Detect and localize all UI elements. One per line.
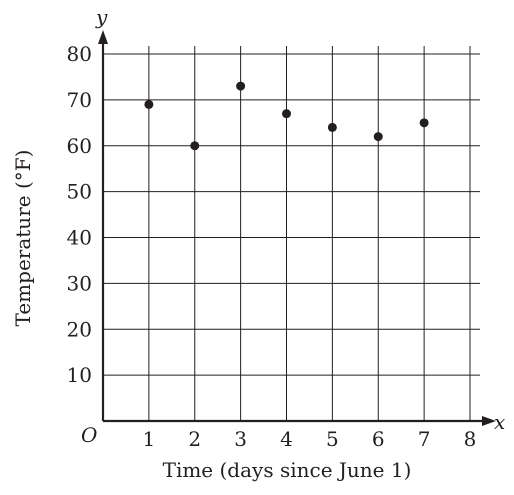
y-tick-label: 20	[67, 317, 92, 341]
data-point	[144, 99, 154, 109]
y-tick-label: 70	[67, 88, 92, 112]
data-points	[144, 81, 429, 151]
x-axis-symbol: x	[494, 410, 505, 434]
origin-label: O	[81, 423, 97, 447]
data-point	[236, 81, 246, 91]
y-tick-label: 80	[67, 42, 92, 66]
y-tick-label: 50	[67, 180, 92, 204]
data-point	[419, 118, 429, 128]
grid-lines	[103, 46, 480, 421]
x-tick-label: 3	[234, 427, 247, 451]
y-tick-label: 10	[67, 363, 92, 387]
y-axis-arrow	[98, 30, 108, 44]
x-axis-title: Time (days since June 1)	[163, 458, 412, 482]
y-tick-label: 60	[67, 134, 92, 158]
data-point	[373, 132, 383, 142]
x-tick-label: 5	[326, 427, 339, 451]
x-axis-arrow	[482, 416, 496, 426]
axes	[98, 30, 496, 426]
x-tick-label: 2	[188, 427, 201, 451]
y-axis-symbol: y	[95, 5, 108, 29]
y-tick-label: 30	[67, 271, 92, 295]
data-point	[190, 141, 200, 151]
y-tick-label: 40	[67, 226, 92, 250]
x-tick-label: 4	[280, 427, 293, 451]
x-tick-label: 7	[418, 427, 431, 451]
x-tick-label: 1	[143, 427, 156, 451]
x-tick-label: 8	[464, 427, 477, 451]
x-tick-label: 6	[372, 427, 385, 451]
data-point	[282, 109, 291, 119]
data-point	[327, 122, 337, 132]
tick-labels: 1 2 3 4 5 6 7 8 10 20 30 40 50 60 70 80	[67, 42, 477, 451]
y-axis-title: Temperature (°F)	[11, 150, 35, 327]
